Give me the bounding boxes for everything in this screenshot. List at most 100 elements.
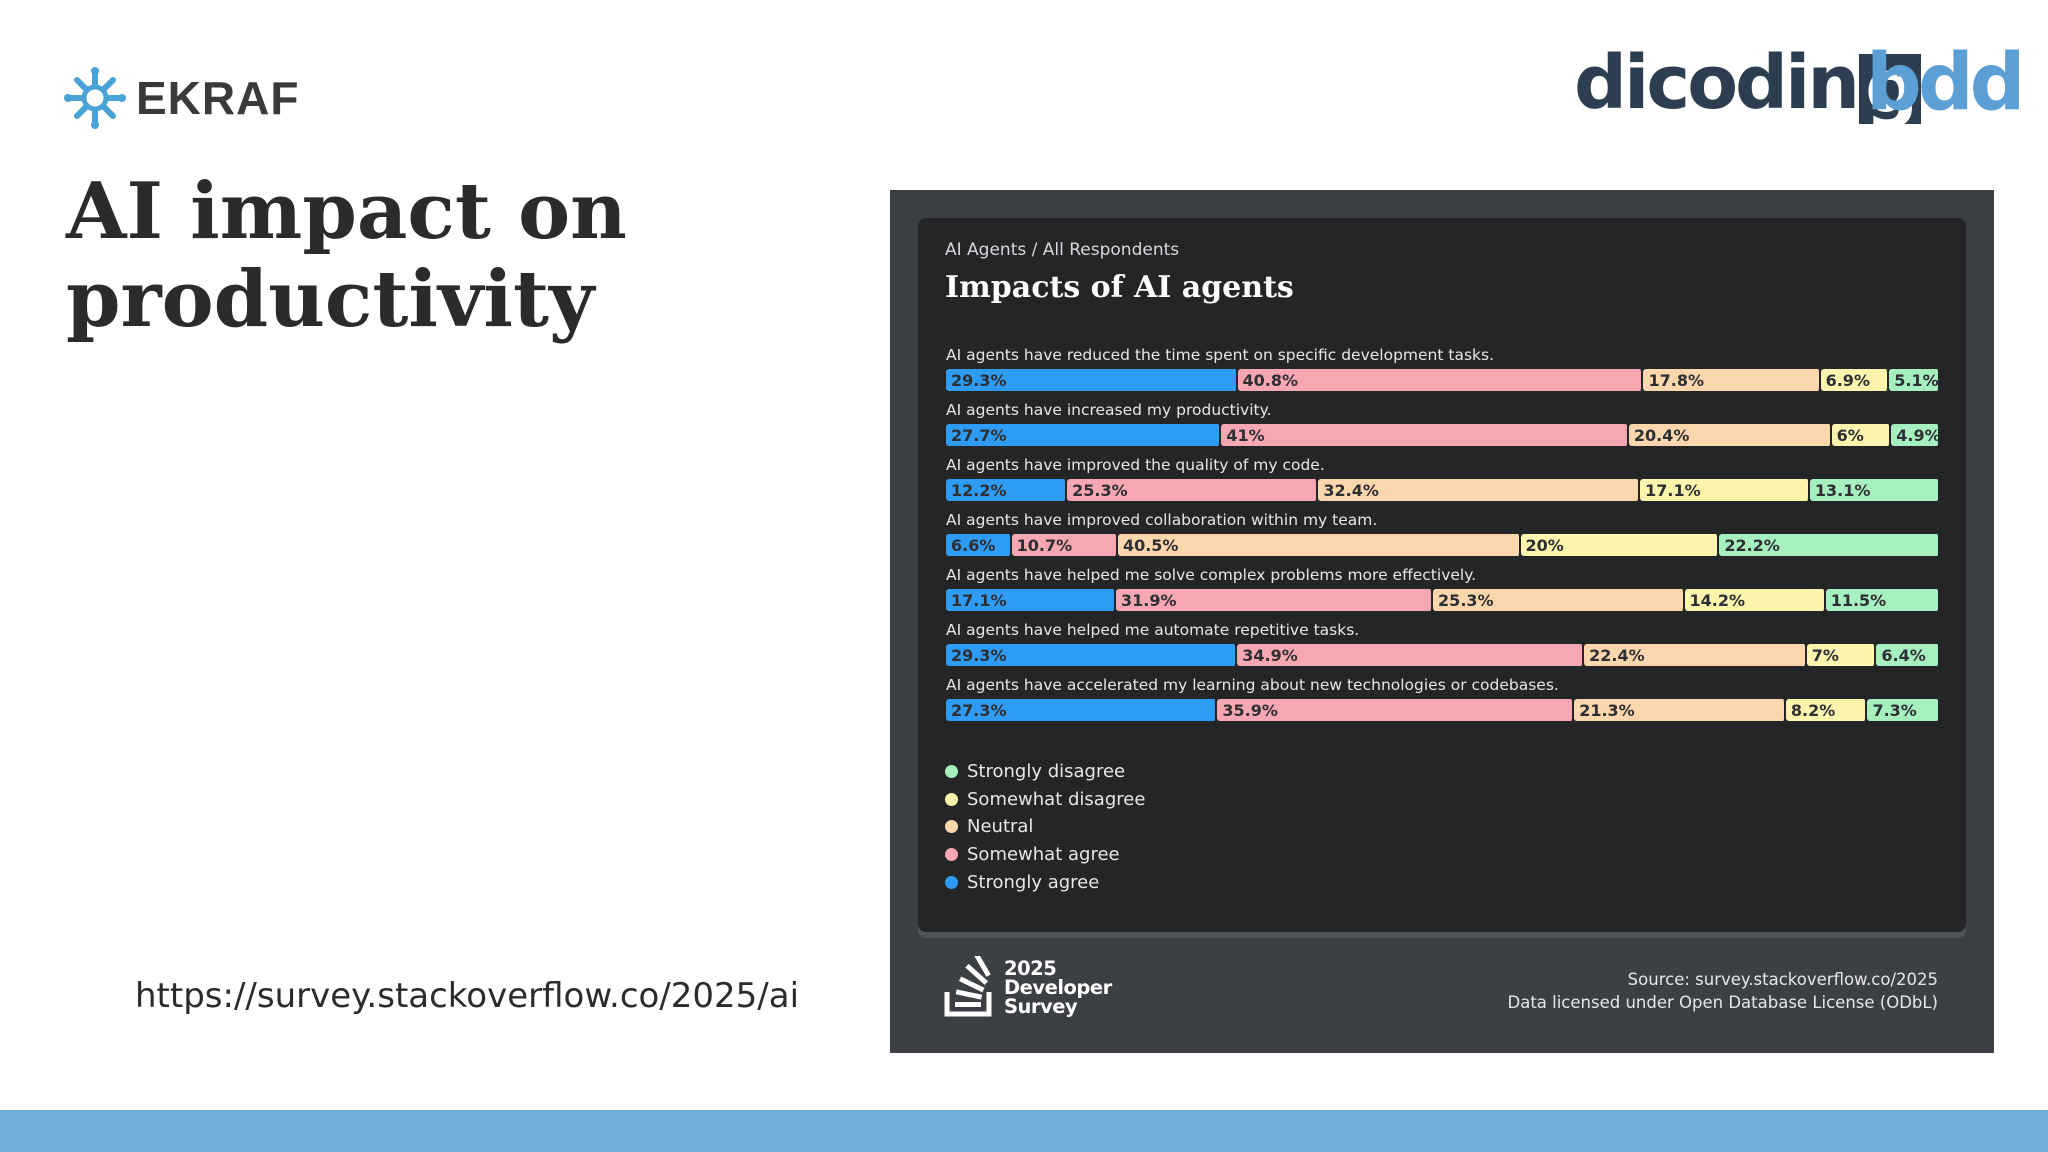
bar-segment[interactable]: 10.7% [1011,534,1118,556]
bar-segment[interactable]: 21.3% [1574,699,1786,721]
data-label: 32.4% [1323,481,1379,500]
data-label: 22.4% [1589,646,1645,665]
data-label: 29.3% [951,371,1007,390]
data-label: 7.3% [1872,701,1917,720]
bar-segment[interactable]: 6.4% [1876,644,1940,666]
category-label: AI agents have accelerated my learning a… [946,676,1559,694]
chart-row: AI agents have accelerated my learning a… [946,676,1940,731]
bar-segment[interactable]: 6.6% [946,534,1012,556]
data-label: 17.1% [1645,481,1701,500]
bar-segment[interactable]: 17.1% [1640,479,1810,501]
chart-frame: AI Agents / All Respondents Impacts of A… [890,190,1994,1053]
bar-segment[interactable]: 32.4% [1318,479,1641,501]
bar-segment[interactable]: 6% [1831,424,1892,446]
bar-segment[interactable]: 8.2% [1785,699,1868,721]
bar-track: 12.2% 25.3% 32.4% 17.1% 13.1% [946,479,1940,501]
bar-track: 6.6% 10.7% 40.5% 20% 22.2% [946,534,1940,556]
data-label: 6.9% [1825,371,1870,390]
data-source: Source: survey.stackoverflow.co/2025 Dat… [1508,968,1939,1014]
category-label: AI agents have helped me automate repeti… [946,621,1360,639]
bar-segment[interactable]: 11.5% [1825,589,1940,611]
data-label: 27.3% [951,701,1007,720]
bar-segment[interactable]: 41% [1221,424,1629,446]
data-label: 17.8% [1648,371,1704,390]
legend-swatch [945,875,958,889]
bar-segment[interactable]: 12.2% [946,479,1068,501]
legend-swatch [945,792,958,806]
data-label: 25.3% [1438,591,1494,610]
category-label: AI agents have helped me solve complex p… [946,566,1477,584]
data-label: 11.5% [1830,591,1887,610]
data-label: 31.9% [1120,591,1177,610]
data-label: 6.4% [1881,646,1926,665]
bar-segment[interactable]: 17.8% [1643,369,1821,391]
bar-segment[interactable]: 35.9% [1217,699,1575,721]
bar-segment[interactable]: 4.9% [1891,424,1940,446]
bar-segment[interactable]: 40.5% [1117,534,1521,556]
chart-row: AI agents have reduced the time spent on… [946,346,1940,401]
bar-segment[interactable]: 40.8% [1237,369,1644,391]
bottom-accent-band [0,1110,2048,1152]
bar-track: 29.3% 40.8% 17.8% 6.9% 5.1% [946,369,1940,391]
chart-row: AI agents have helped me solve complex p… [946,566,1940,621]
bar-segment[interactable]: 7.3% [1867,699,1940,721]
data-label: 40.5% [1122,536,1179,555]
bar-segment[interactable]: 27.3% [946,699,1218,721]
data-label: 25.3% [1072,481,1128,500]
data-label: 14.2% [1689,591,1746,610]
stackoverflow-icon [944,956,992,1017]
data-label: 41% [1226,426,1265,445]
ekraf-emblem-icon [64,67,126,129]
bar-segment[interactable]: 14.2% [1684,589,1826,611]
bar-segment[interactable]: 27.7% [946,424,1222,446]
stacked-bar-chart: AI agents have reduced the time spent on… [946,346,1940,731]
category-label: AI agents have improved the quality of m… [946,456,1325,474]
source-line: Source: survey.stackoverflow.co/2025 [1627,970,1938,989]
data-label: 13.1% [1814,481,1871,500]
bar-segment[interactable]: 20% [1520,534,1720,556]
bar-segment[interactable]: 13.1% [1809,479,1940,501]
data-label: 20% [1525,536,1564,555]
legend-swatch [945,848,958,862]
legend-item[interactable]: Strongly disagree [945,758,1145,786]
data-label: 8.2% [1790,701,1836,720]
source-link[interactable]: https://survey.stackoverflow.co/2025/ai [135,976,800,1016]
data-label: 27.7% [951,426,1007,445]
legend-label: Strongly disagree [967,761,1126,783]
bar-segment[interactable]: 31.9% [1115,589,1434,611]
bar-segment[interactable]: 17.1% [946,589,1116,611]
bar-segment[interactable]: 22.2% [1719,534,1940,556]
bar-segment[interactable]: 25.3% [1433,589,1685,611]
data-label: 22.2% [1724,536,1780,555]
bar-segment[interactable]: 5.1% [1889,369,1940,391]
bar-segment[interactable]: 20.4% [1628,424,1832,446]
legend-item[interactable]: Somewhat agree [945,841,1145,869]
data-label: 17.1% [951,591,1007,610]
bar-segment[interactable]: 34.9% [1237,644,1585,666]
survey-word-survey: Survey [1004,994,1078,1018]
chart-row: AI agents have improved the quality of m… [946,456,1940,511]
data-label: 12.2% [951,481,1007,500]
bar-segment[interactable]: 29.3% [946,644,1238,666]
bar-segment[interactable]: 29.3% [946,369,1238,391]
dicoding-logo: dicodin g [1574,38,1922,128]
bar-segment[interactable]: 25.3% [1067,479,1319,501]
data-label: 5.1% [1894,371,1939,390]
chart-row: AI agents have increased my productivity… [946,401,1940,456]
bar-segment[interactable]: 6.9% [1820,369,1890,391]
data-label: 21.3% [1579,701,1635,720]
data-label: 6% [1836,426,1864,445]
legend-item[interactable]: Strongly agree [945,868,1145,896]
chart-legend: Strongly disagree Somewhat disagree Neutra… [945,758,1145,896]
legend-item[interactable]: Somewhat disagree [945,786,1145,814]
bdd-logo: bdd [1866,38,2026,128]
chart-breadcrumb: AI Agents / All Respondents [945,240,1180,260]
bar-segment[interactable]: 7% [1806,644,1877,666]
legend-item[interactable]: Neutral [945,813,1145,841]
data-label: 40.8% [1242,371,1299,390]
ekraf-logo: EKRAF [64,66,299,130]
bar-segment[interactable]: 22.4% [1584,644,1807,666]
category-label: AI agents have reduced the time spent on… [946,346,1495,364]
bar-track: 27.3% 35.9% 21.3% 8.2% 7.3% [946,699,1940,721]
data-label: 7% [1811,646,1839,665]
